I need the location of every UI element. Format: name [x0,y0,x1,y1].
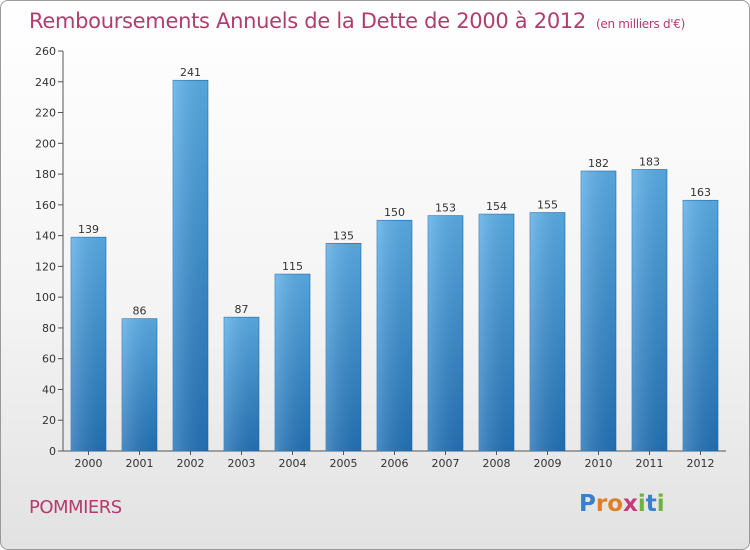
y-tick-label: 20 [42,414,56,427]
bar-shade [122,318,157,451]
x-tick-label: 2006 [381,457,409,470]
logo-letter: o [607,491,624,517]
x-tick-label: 2011 [636,457,664,470]
x-tick-label: 2003 [228,457,256,470]
logo-letter: i [637,491,646,517]
bar-shade [275,274,310,451]
x-tick-label: 2005 [330,457,358,470]
logo-letter: x [623,491,638,517]
data-label: 86 [133,305,147,318]
bar-shade [530,212,565,451]
logo-letter: P [579,491,596,517]
y-tick-label: 40 [42,383,56,396]
bar-shade [479,214,514,451]
bar-shade [377,220,412,451]
y-tick-label: 220 [35,107,56,120]
data-label: 155 [537,199,558,212]
x-tick-label: 2008 [483,457,511,470]
data-label: 150 [384,206,405,219]
data-label: 135 [333,229,354,242]
bar-shade [326,243,361,451]
y-tick-label: 60 [42,353,56,366]
bar-shade [683,200,718,451]
x-tick-label: 2012 [687,457,715,470]
bar-shade [224,317,259,451]
data-label: 115 [282,260,303,273]
y-tick-label: 240 [35,76,56,89]
y-tick-label: 0 [49,445,56,458]
chart-title: Remboursements Annuels de la Dette de 20… [29,9,685,33]
x-tick-label: 2007 [432,457,460,470]
y-tick-label: 80 [42,322,56,335]
data-label: 139 [78,223,99,236]
logo-letter: i [656,491,665,517]
logo-letter: r [595,491,608,517]
y-tick-label: 120 [35,260,56,273]
chart-title-text: Remboursements Annuels de la Dette de 20… [29,9,586,33]
y-tick-label: 100 [35,291,56,304]
y-tick-label: 260 [35,45,56,58]
x-tick-label: 2001 [126,457,154,470]
bar-shade [428,215,463,451]
y-tick-label: 200 [35,137,56,150]
bar-shade [173,80,208,451]
data-label: 241 [180,66,201,79]
bar-shade [632,169,667,451]
y-tick-label: 140 [35,230,56,243]
x-tick-label: 2010 [585,457,613,470]
data-label: 182 [588,157,609,170]
data-label: 154 [486,200,507,213]
bar-shade [581,171,616,451]
logo-letter: t [645,491,657,517]
proxiti-logo: Proxiti [579,491,665,517]
x-tick-label: 2009 [534,457,562,470]
data-label: 87 [235,303,249,316]
x-tick-label: 2002 [177,457,205,470]
bar-shade [71,237,106,451]
chart-unit: (en milliers d'€) [596,17,686,31]
data-label: 153 [435,202,456,215]
commune-name: POMMIERS [29,497,122,518]
y-tick-label: 160 [35,199,56,212]
x-tick-label: 2000 [75,457,103,470]
x-tick-label: 2004 [279,457,307,470]
data-label: 163 [690,186,711,199]
y-tick-label: 180 [35,168,56,181]
data-label: 183 [639,155,660,168]
